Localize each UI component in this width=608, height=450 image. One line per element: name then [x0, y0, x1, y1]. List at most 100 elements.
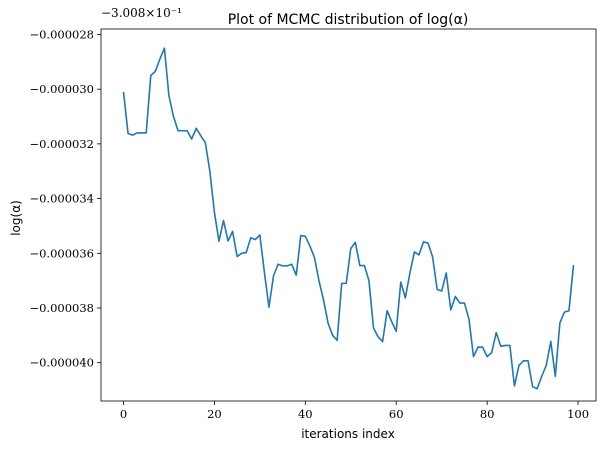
data-point — [359, 265, 361, 267]
data-point — [309, 245, 311, 247]
data-point — [264, 272, 266, 274]
y-tick-label: −0.000034 — [29, 192, 94, 206]
data-point — [327, 322, 329, 324]
data-point — [259, 234, 261, 236]
data-point — [500, 345, 502, 347]
data-point — [436, 289, 438, 291]
data-point — [236, 256, 238, 258]
data-point — [205, 142, 207, 144]
x-tick-label: 60 — [389, 407, 404, 421]
data-point — [159, 58, 161, 60]
y-offset-text: −3.008×10⁻¹ — [101, 6, 182, 20]
y-axis-label: log(α) — [9, 200, 23, 236]
data-point — [200, 135, 202, 137]
data-point — [368, 280, 370, 282]
data-point — [532, 386, 534, 388]
data-point — [305, 236, 307, 238]
data-point — [527, 360, 529, 362]
data-point — [545, 365, 547, 367]
y-tick-label: −0.000032 — [29, 137, 94, 151]
data-point — [495, 332, 497, 334]
data-point — [473, 356, 475, 358]
x-tick-label: 40 — [298, 407, 313, 421]
data-point — [564, 311, 566, 313]
x-axis: 0 20 40 60 80 100 — [120, 401, 589, 421]
data-point — [132, 134, 134, 136]
data-point — [486, 356, 488, 358]
data-point — [423, 241, 425, 243]
data-point — [273, 275, 275, 277]
data-point — [245, 252, 247, 254]
data-point — [373, 327, 375, 329]
data-point — [441, 290, 443, 292]
data-point — [341, 283, 343, 285]
data-point — [318, 280, 320, 282]
plot-area — [100, 28, 597, 402]
y-tick-label: −0.000028 — [29, 27, 94, 41]
data-point — [300, 235, 302, 237]
x-tick-label: 80 — [480, 407, 495, 421]
data-point — [468, 318, 470, 320]
data-point — [336, 339, 338, 341]
data-point — [123, 91, 125, 93]
data-point — [355, 242, 357, 244]
data-point — [195, 127, 197, 129]
data-point — [127, 133, 129, 135]
y-tick-label: −0.000038 — [29, 301, 94, 315]
data-point — [250, 237, 252, 239]
data-point — [568, 310, 570, 312]
data-point — [291, 263, 293, 265]
data-point — [414, 251, 416, 253]
data-point — [482, 346, 484, 348]
y-tick-label: −0.000036 — [29, 246, 94, 260]
data-point — [364, 265, 366, 267]
data-point — [505, 345, 507, 347]
y-tick-label: −0.000040 — [29, 356, 94, 370]
data-point — [182, 130, 184, 132]
data-point — [555, 376, 557, 378]
y-tick-label: −0.000030 — [29, 82, 94, 96]
data-point — [427, 242, 429, 244]
data-point — [286, 265, 288, 267]
data-point — [136, 132, 138, 134]
data-point — [223, 220, 225, 222]
data-point — [418, 254, 420, 256]
data-point — [232, 231, 234, 233]
data-point — [477, 346, 479, 348]
data-point — [155, 71, 157, 73]
data-point — [573, 264, 575, 266]
data-point — [550, 341, 552, 343]
data-point — [323, 299, 325, 301]
data-point — [382, 341, 384, 343]
x-tick-label: 20 — [207, 407, 222, 421]
data-point — [523, 360, 525, 362]
data-point — [491, 352, 493, 354]
data-point — [350, 248, 352, 250]
data-point — [332, 335, 334, 337]
data-point — [214, 211, 216, 213]
data-point — [218, 240, 220, 242]
data-point — [241, 252, 243, 254]
data-point — [400, 281, 402, 283]
plot-frame — [100, 28, 597, 402]
data-point — [209, 170, 211, 172]
data-point — [314, 257, 316, 259]
data-point — [514, 385, 516, 387]
x-tick-label: 100 — [567, 407, 589, 421]
x-axis-label: iterations index — [301, 427, 395, 441]
data-point — [405, 297, 407, 299]
data-point — [395, 330, 397, 332]
chart-title: Plot of MCMC distribution of log(α) — [228, 12, 469, 28]
data-point — [536, 388, 538, 390]
data-point — [255, 239, 257, 241]
data-point — [464, 302, 466, 304]
data-point — [150, 75, 152, 77]
data-point — [173, 116, 175, 118]
data-point — [345, 283, 347, 285]
data-point — [391, 321, 393, 323]
data-point — [459, 302, 461, 304]
data-point — [386, 310, 388, 312]
data-point — [455, 296, 457, 298]
